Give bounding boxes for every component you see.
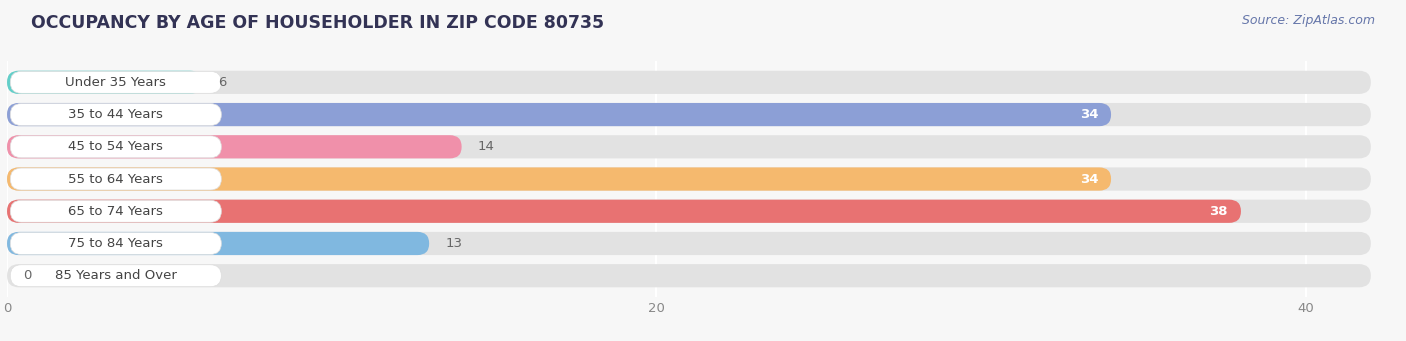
Text: 35 to 44 Years: 35 to 44 Years xyxy=(69,108,163,121)
FancyBboxPatch shape xyxy=(7,103,1371,126)
Text: 34: 34 xyxy=(1080,108,1098,121)
FancyBboxPatch shape xyxy=(7,135,1371,159)
Text: OCCUPANCY BY AGE OF HOUSEHOLDER IN ZIP CODE 80735: OCCUPANCY BY AGE OF HOUSEHOLDER IN ZIP C… xyxy=(31,14,605,32)
FancyBboxPatch shape xyxy=(7,199,1371,223)
Text: Under 35 Years: Under 35 Years xyxy=(65,76,166,89)
Text: 14: 14 xyxy=(478,140,495,153)
FancyBboxPatch shape xyxy=(10,136,221,158)
FancyBboxPatch shape xyxy=(7,167,1371,191)
Text: 75 to 84 Years: 75 to 84 Years xyxy=(69,237,163,250)
FancyBboxPatch shape xyxy=(7,135,461,159)
FancyBboxPatch shape xyxy=(10,168,221,190)
FancyBboxPatch shape xyxy=(7,71,1371,94)
Text: 65 to 74 Years: 65 to 74 Years xyxy=(69,205,163,218)
Text: 45 to 54 Years: 45 to 54 Years xyxy=(69,140,163,153)
FancyBboxPatch shape xyxy=(10,71,221,93)
FancyBboxPatch shape xyxy=(7,199,1241,223)
Text: 13: 13 xyxy=(446,237,463,250)
Text: 34: 34 xyxy=(1080,173,1098,186)
FancyBboxPatch shape xyxy=(10,200,221,222)
FancyBboxPatch shape xyxy=(7,103,1111,126)
FancyBboxPatch shape xyxy=(7,264,1371,287)
FancyBboxPatch shape xyxy=(10,265,221,287)
Text: 0: 0 xyxy=(24,269,32,282)
FancyBboxPatch shape xyxy=(10,104,221,125)
Text: Source: ZipAtlas.com: Source: ZipAtlas.com xyxy=(1241,14,1375,27)
FancyBboxPatch shape xyxy=(7,232,1371,255)
Text: 55 to 64 Years: 55 to 64 Years xyxy=(69,173,163,186)
FancyBboxPatch shape xyxy=(7,71,202,94)
Text: 85 Years and Over: 85 Years and Over xyxy=(55,269,177,282)
FancyBboxPatch shape xyxy=(7,232,429,255)
Text: 38: 38 xyxy=(1209,205,1227,218)
FancyBboxPatch shape xyxy=(10,233,221,254)
FancyBboxPatch shape xyxy=(7,167,1111,191)
Text: 6: 6 xyxy=(218,76,226,89)
